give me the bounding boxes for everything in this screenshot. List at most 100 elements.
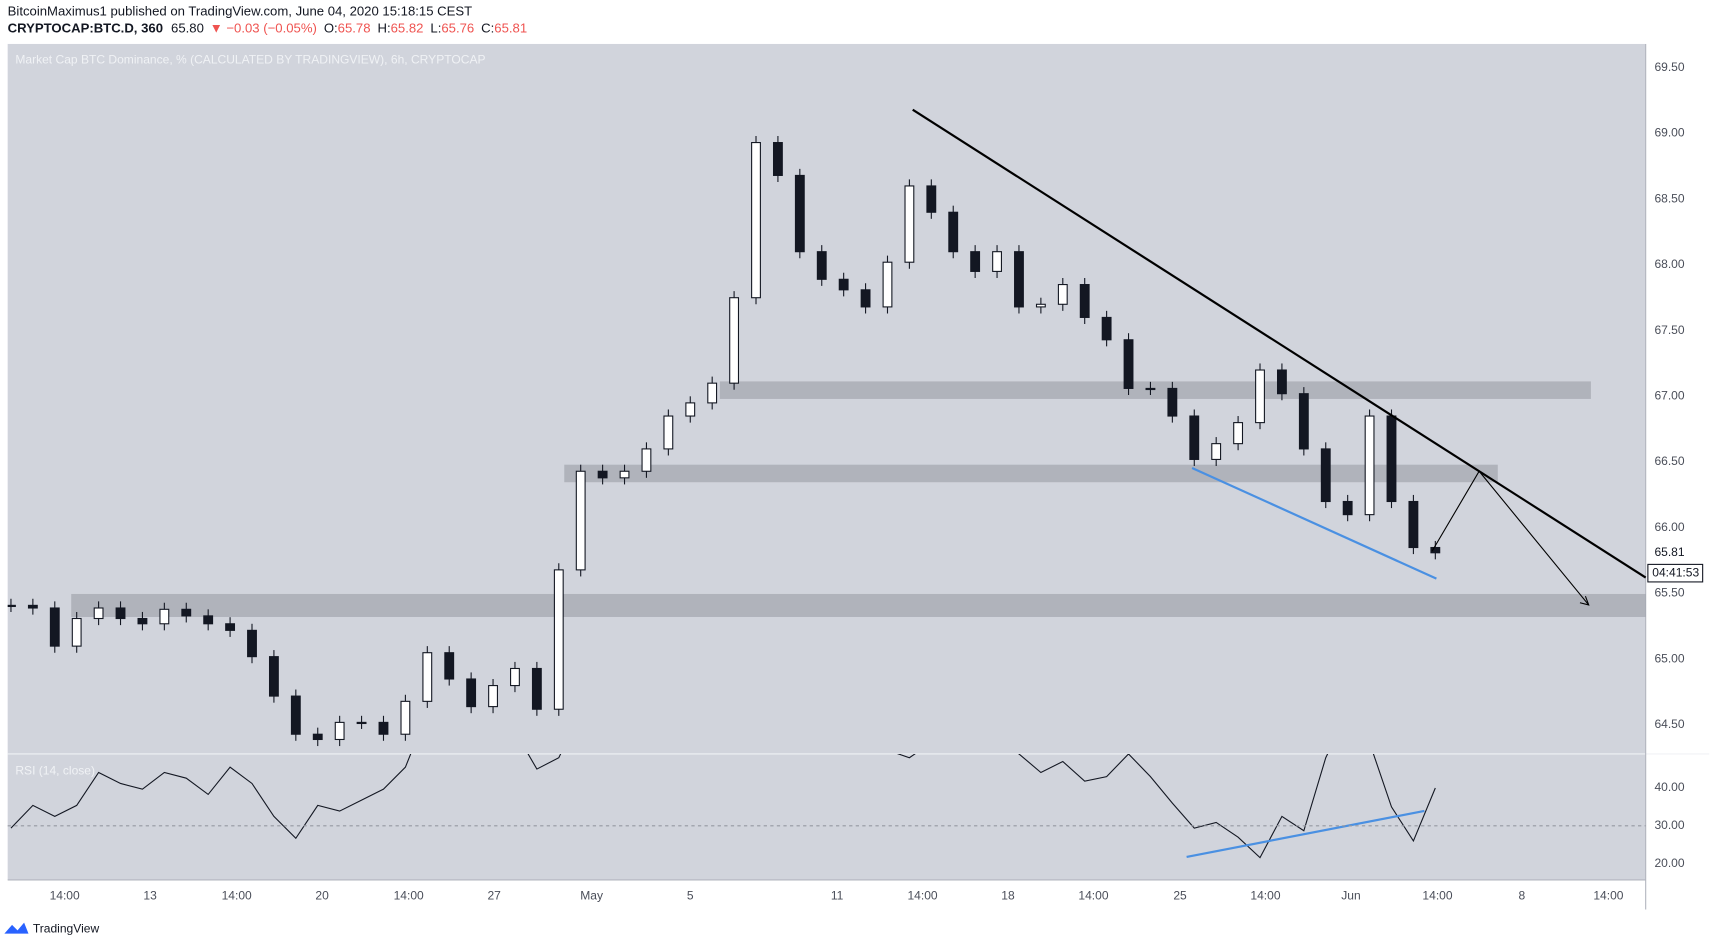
x-tick-label: 20 [315, 889, 329, 903]
candle [707, 382, 718, 404]
candle [1079, 284, 1090, 318]
x-tick-label: 14:00 [50, 889, 80, 903]
y-tick-label: 68.00 [1654, 257, 1684, 271]
h-label: H: [377, 21, 390, 36]
rsi-tick-label: 30.00 [1654, 818, 1684, 832]
candle [93, 607, 104, 620]
x-tick-label: 14:00 [1422, 889, 1452, 903]
c-label: C: [481, 21, 494, 36]
x-tick-label: 8 [1519, 889, 1526, 903]
candle [838, 278, 849, 291]
candle [7, 604, 16, 608]
y-tick-label: 67.50 [1654, 323, 1684, 337]
candle [794, 174, 805, 253]
x-tick-label: Jun [1341, 889, 1360, 903]
x-tick-label: 13 [143, 889, 157, 903]
rsi-line [10, 753, 1436, 859]
candle [181, 608, 192, 617]
candle [663, 415, 674, 450]
close: 65.81 [494, 21, 527, 36]
candle [159, 608, 170, 625]
drawings [912, 108, 1647, 859]
candle [510, 667, 520, 687]
candle [1101, 316, 1112, 341]
candle [992, 251, 1002, 272]
x-tick-label: 14:00 [1593, 889, 1623, 903]
chart-title: Market Cap BTC Dominance, % (CALCULATED … [15, 53, 485, 67]
candle [619, 470, 630, 479]
y-tick-label: 69.00 [1654, 126, 1684, 140]
zone [719, 381, 1591, 399]
resistance-line [912, 108, 1647, 579]
candle [1298, 393, 1309, 450]
y-tick-label: 69.50 [1654, 60, 1684, 74]
candle [1211, 443, 1222, 460]
candle [1123, 339, 1134, 389]
arrow-head [1579, 595, 1590, 606]
candle [772, 142, 783, 176]
o-label: O: [324, 21, 338, 36]
x-tick-label: May [580, 889, 603, 903]
candle [1189, 415, 1200, 460]
timer: 04:41:53 [1652, 565, 1699, 579]
x-tick-label: 14:00 [907, 889, 937, 903]
candle [860, 289, 871, 308]
candle [137, 617, 148, 625]
candle [444, 652, 455, 680]
rsi-title: RSI (14, close) [15, 764, 95, 778]
rsi-tick-label: 40.00 [1654, 780, 1684, 794]
candle [926, 185, 937, 213]
candle [71, 617, 82, 647]
candle [1342, 500, 1353, 516]
x-tick-label: 18 [1001, 889, 1015, 903]
zone [564, 464, 1498, 483]
x-tick-label: 14:00 [394, 889, 424, 903]
x-tick-label: 25 [1173, 889, 1187, 903]
candle [290, 695, 301, 735]
candle [1430, 546, 1441, 554]
y-tick-label: 66.50 [1654, 454, 1684, 468]
candle [1057, 284, 1068, 305]
candle [488, 685, 498, 708]
candle [334, 721, 345, 741]
candle [466, 678, 477, 708]
timer-box [1647, 563, 1704, 583]
candle [247, 629, 257, 658]
candle [531, 667, 542, 710]
candle [312, 733, 323, 741]
change: ▼ −0.03 (−0.05%) [210, 21, 317, 36]
candle [115, 607, 126, 620]
high: 65.82 [391, 21, 424, 36]
price-label: 65.81 [1654, 545, 1684, 559]
logo [4, 922, 29, 934]
rsi-tick-label: 20.00 [1654, 856, 1684, 870]
candle [27, 604, 38, 609]
candle [751, 142, 761, 299]
x-tick-label: 5 [687, 889, 694, 903]
symbol-line: CRYPTOCAP:BTC.D, 360 65.80 ▼ −0.03 (−0.0… [8, 21, 527, 36]
price-label-box [1647, 544, 1692, 562]
l-label: L: [430, 21, 441, 36]
candle [948, 211, 959, 253]
zones [71, 381, 1646, 617]
y-tick-label: 64.50 [1654, 717, 1684, 731]
x-tick-label: 14:00 [1078, 889, 1108, 903]
candle [1255, 369, 1265, 424]
publisher: BitcoinMaximus1 published on TradingView… [8, 4, 473, 19]
candle [553, 569, 564, 710]
candle [729, 297, 740, 384]
candle [1014, 251, 1024, 308]
candle [1386, 415, 1397, 503]
candle [356, 721, 367, 725]
candle [422, 652, 433, 702]
candle [904, 185, 915, 263]
candle [268, 656, 279, 697]
zone [71, 593, 1646, 617]
candle [1145, 387, 1156, 391]
x-tick-label: 14:00 [1250, 889, 1280, 903]
candle [378, 721, 389, 735]
rsi-layer [10, 753, 1436, 859]
low: 65.76 [441, 21, 474, 36]
support-line [1191, 466, 1437, 580]
